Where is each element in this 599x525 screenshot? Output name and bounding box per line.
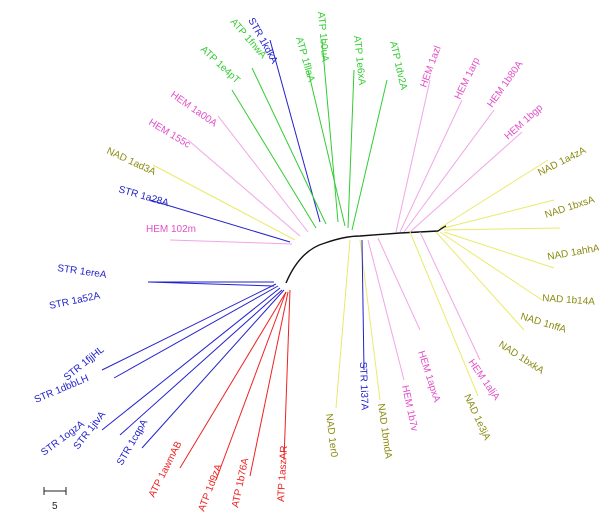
tree-branch [351, 79, 388, 231]
leaf-label: HEM 1arp [453, 56, 483, 102]
tree-branch [377, 237, 421, 331]
tree-branch [101, 287, 281, 431]
leaf-label: ATP 1awmAB [147, 439, 185, 499]
leaf-label: NAD 1bmdA [375, 403, 394, 460]
tree-branch [395, 79, 431, 233]
leaf-label: NAD 1bxsA [544, 194, 597, 221]
leaf-label: STR 1cqpA [115, 417, 150, 467]
tree-branch [283, 289, 291, 461]
scale-bar-label: 5 [52, 501, 58, 512]
tree-branch [249, 291, 289, 477]
tree-branch [231, 89, 317, 229]
tree-branch [269, 39, 321, 223]
leaf-label: HEM 1apxA [415, 350, 442, 404]
tree-branch [439, 231, 543, 301]
tree-branch [347, 69, 355, 229]
leaf-label: NAD 1e3jA [461, 393, 492, 443]
leaf-label: NAD 1nffA [519, 311, 568, 335]
tree-branch [435, 231, 525, 331]
tree-branches [101, 39, 561, 481]
leaf-label: ATP 1e4pT [198, 44, 242, 86]
tree-branch [119, 289, 283, 436]
leaf-label: NAD 1ahhA [547, 243, 599, 263]
leaf-label: HEM 102m [146, 224, 196, 235]
tree-branch [443, 227, 561, 231]
tree-branch [251, 67, 327, 225]
leaf-label: NAD 1er0 [323, 413, 339, 458]
tree-backbone [285, 225, 447, 284]
leaf-label: HEM 1b80A [485, 59, 525, 110]
leaf-label: STR 1a52A [48, 290, 101, 312]
leaf-label: ATP 1b0uA [315, 11, 330, 62]
leaf-label: HEM 1azl [418, 45, 443, 90]
leaf-label: NAD 1ad3A [105, 146, 158, 178]
leaf-label: ATP 1b76A [230, 457, 251, 509]
leaf-label: ATP 1d9zA [197, 462, 225, 513]
tree-branch [361, 239, 365, 371]
scale-bar: 5 [43, 487, 67, 512]
leaf-label: HEM 1b7v [399, 384, 419, 432]
leaf-label: NAD 1b14A [542, 293, 596, 308]
tree-branch [359, 239, 381, 401]
tree-branch [399, 99, 463, 233]
leaf-label: ATP 1aszAR [276, 445, 290, 502]
leaf-label: ATP 1fllaA [293, 36, 316, 84]
tree-branch [409, 131, 523, 233]
leaf-label: STR 1ereA [57, 263, 108, 281]
leaf-label: ATP 1dv2A [387, 40, 409, 91]
leaf-label: STR 1dbbLH [33, 373, 91, 406]
tree-branch [217, 115, 309, 233]
tree-branch [367, 239, 405, 381]
tree-branch [335, 239, 351, 409]
leaf-label: HEM 1bgp [503, 102, 546, 142]
tree-branch [141, 289, 285, 449]
leaf-label: ATP 1e6xA [351, 35, 367, 86]
leaf-label: STR 1i37A [357, 362, 370, 411]
leaf-label: NAD 1bxkA [496, 339, 546, 377]
leaf-label: HEM 155c [146, 117, 192, 150]
tree-branch [439, 159, 549, 229]
tree-branch [149, 199, 291, 243]
leaf-label: STR 1a28A [117, 184, 170, 209]
backbone-path [285, 225, 447, 284]
tree-branch [113, 285, 279, 379]
tree-branch [147, 281, 275, 287]
tree-branch [179, 291, 287, 469]
tree-branch [169, 239, 293, 245]
tree-branch [187, 139, 301, 237]
tree-branch [409, 231, 479, 397]
tree-branch [321, 39, 339, 223]
tree-branch [403, 109, 495, 233]
leaf-label: HEM 1a00A [168, 89, 219, 129]
tree-branch [419, 231, 481, 361]
tree-branch [152, 164, 296, 241]
tree-branch [443, 199, 555, 229]
tree-branch [443, 231, 555, 269]
tree-branch [307, 69, 346, 227]
tree-branch [101, 283, 277, 371]
tree-branch [215, 291, 287, 481]
